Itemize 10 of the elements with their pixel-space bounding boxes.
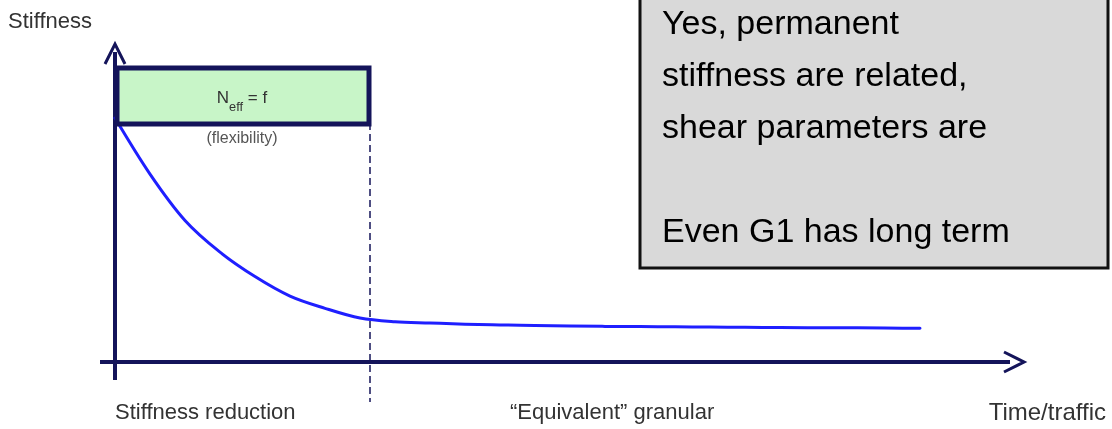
y-axis-title: Stiffness — [8, 8, 92, 33]
annotation: Even G1 has long term — [662, 211, 1010, 249]
text: “Equivalent” granular — [510, 399, 715, 424]
text: N$_{eff}$ = f — [216, 88, 268, 114]
annotation: (flexibility) — [206, 129, 278, 146]
annotation: shear parameters are — [662, 107, 988, 145]
text: stiffness are related, — [662, 55, 968, 93]
x-axis-title: Time/traffic — [988, 398, 1106, 425]
text: Stiffness reduction — [115, 399, 296, 424]
text: Yes, permanent — [662, 3, 900, 41]
